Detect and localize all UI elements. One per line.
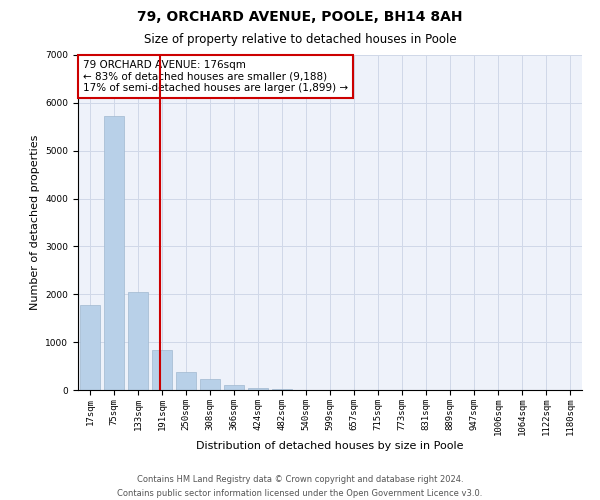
Y-axis label: Number of detached properties: Number of detached properties <box>30 135 40 310</box>
Text: 79 ORCHARD AVENUE: 176sqm
← 83% of detached houses are smaller (9,188)
17% of se: 79 ORCHARD AVENUE: 176sqm ← 83% of detac… <box>83 60 348 93</box>
Bar <box>152 350 172 390</box>
Bar <box>104 116 124 390</box>
X-axis label: Distribution of detached houses by size in Poole: Distribution of detached houses by size … <box>196 441 464 451</box>
Bar <box>248 388 268 390</box>
Text: Size of property relative to detached houses in Poole: Size of property relative to detached ho… <box>143 32 457 46</box>
Bar <box>80 305 100 390</box>
Text: Contains HM Land Registry data © Crown copyright and database right 2024.
Contai: Contains HM Land Registry data © Crown c… <box>118 476 482 498</box>
Bar <box>128 292 148 390</box>
Bar <box>224 384 244 390</box>
Bar <box>176 372 196 390</box>
Text: 79, ORCHARD AVENUE, POOLE, BH14 8AH: 79, ORCHARD AVENUE, POOLE, BH14 8AH <box>137 10 463 24</box>
Bar <box>272 389 292 390</box>
Bar <box>200 379 220 390</box>
